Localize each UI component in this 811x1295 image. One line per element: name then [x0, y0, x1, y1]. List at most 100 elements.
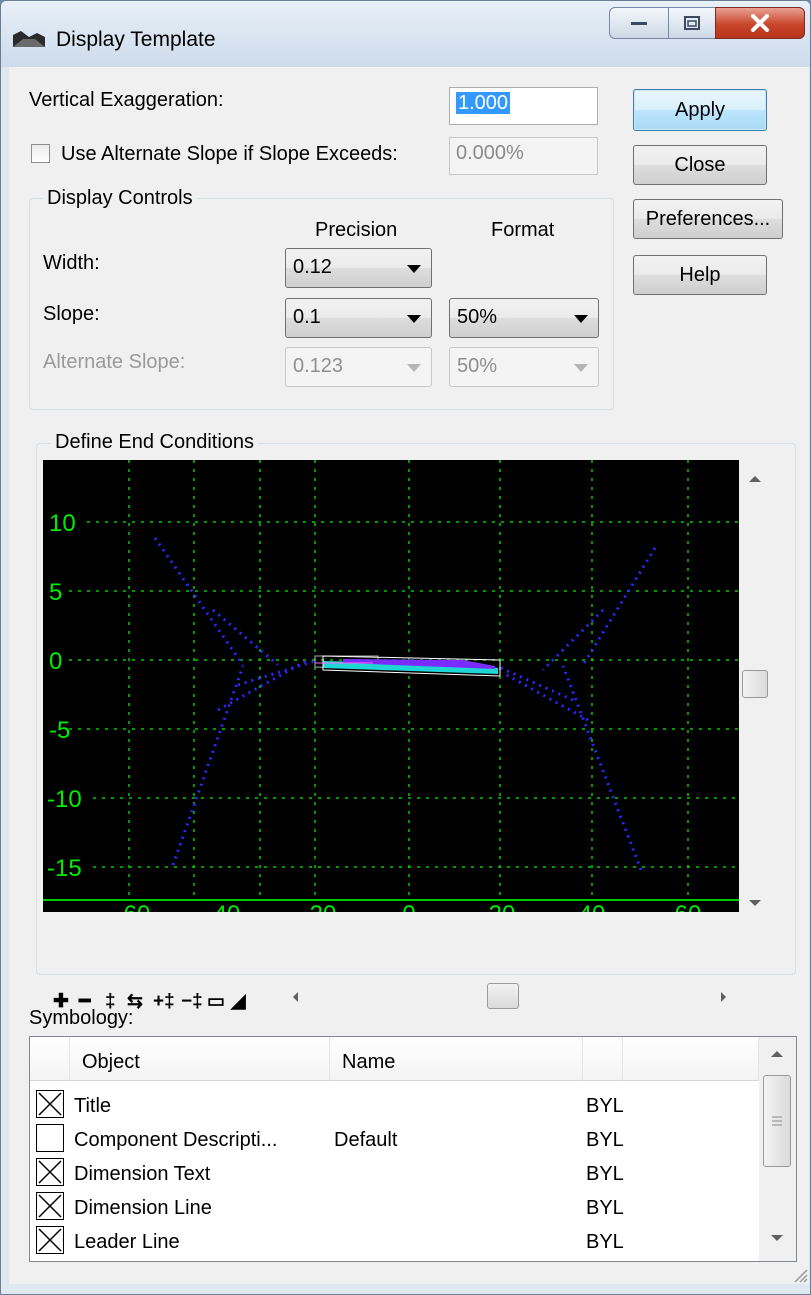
scroll-up-icon[interactable] — [771, 1051, 783, 1057]
minimize-button[interactable] — [609, 7, 669, 39]
header-level[interactable] — [583, 1037, 623, 1081]
vertical-exaggeration-value: 1.000 — [456, 92, 511, 114]
x-tick-label: -60 — [116, 901, 151, 912]
scroll-down-icon[interactable] — [749, 900, 761, 906]
symbology-vertical-scrollbar[interactable] — [759, 1037, 796, 1261]
horizontal-scroll-thumb[interactable] — [487, 983, 519, 1009]
header-name[interactable]: Name — [330, 1037, 583, 1081]
close-icon — [751, 14, 769, 32]
checked-x-icon — [38, 1194, 62, 1218]
end-conditions-vertical-scrollbar[interactable] — [739, 460, 771, 912]
y-tick-label: 10 — [49, 510, 76, 537]
row-object-title[interactable]: Title — [74, 1095, 112, 1117]
row-object-dimension-line[interactable]: Dimension Line — [74, 1197, 212, 1219]
y-tick-label: -15 — [47, 855, 82, 882]
vertical-scroll-thumb[interactable] — [742, 670, 768, 698]
row-level-dimension-line: BYL — [586, 1197, 624, 1219]
alternate-slope-controls-label: Alternate Slope: — [43, 351, 186, 373]
x-tick-label: -20 — [302, 901, 337, 912]
end-conditions-title: Define End Conditions — [51, 431, 259, 454]
terrain-view-icon[interactable]: ◢ — [231, 991, 246, 1012]
end-conditions-horizontal-scrollbar[interactable] — [281, 981, 741, 1011]
close-window-button[interactable] — [715, 7, 805, 39]
alternate-slope-format-dropdown[interactable]: 50% — [449, 347, 599, 387]
zoom-extents-horizontal-icon[interactable]: ⇆ — [127, 991, 143, 1012]
grip-lines-icon — [772, 1116, 782, 1126]
preferences-button[interactable]: Preferences... — [633, 199, 783, 239]
vertical-exaggeration-input[interactable]: 1.000 — [449, 87, 598, 125]
y-tick-label: -5 — [49, 717, 70, 744]
scroll-down-icon[interactable] — [771, 1235, 783, 1241]
row-level-title: BYL — [586, 1095, 624, 1117]
symbology-list[interactable]: Object Name Title BYL Component Descript… — [29, 1036, 797, 1262]
alternate-slope-checkbox[interactable] — [31, 144, 50, 163]
close-button[interactable]: Close — [633, 145, 767, 185]
maximize-button[interactable] — [668, 7, 716, 39]
row-level-component-description: BYL — [586, 1129, 624, 1151]
help-button[interactable]: Help — [633, 255, 767, 295]
row-object-dimension-text[interactable]: Dimension Text — [74, 1163, 211, 1185]
row-name-component-description: Default — [334, 1129, 398, 1151]
end-condition-lines — [153, 537, 657, 871]
slope-precision-value: 0.1 — [293, 306, 321, 328]
row-checkbox-dimension-line[interactable] — [36, 1192, 64, 1220]
restore-icon — [684, 16, 700, 30]
template-app-icon — [13, 27, 45, 47]
checked-x-icon — [38, 1228, 62, 1252]
zoom-out-icon[interactable]: ━ — [79, 991, 91, 1012]
template-components — [314, 655, 501, 677]
fit-horizontal-icon[interactable]: +‡ — [153, 991, 175, 1012]
x-tick-label: 0 — [402, 901, 415, 912]
slope-format-value: 50% — [457, 306, 498, 328]
row-level-leader-line: BYL — [586, 1231, 624, 1253]
minimize-icon — [631, 22, 647, 25]
scroll-up-icon[interactable] — [749, 476, 761, 482]
header-extra[interactable] — [623, 1037, 759, 1081]
scroll-right-icon[interactable] — [721, 992, 726, 1002]
row-checkbox-leader-line[interactable] — [36, 1226, 64, 1254]
slope-precision-dropdown[interactable]: 0.1 — [285, 298, 432, 338]
row-level-dimension-text: BYL — [586, 1163, 624, 1185]
alternate-slope-label: Use Alternate Slope if Slope Exceeds: — [61, 143, 398, 165]
alternate-slope-precision-dropdown[interactable]: 0.123 — [285, 347, 432, 387]
row-checkbox-dimension-text[interactable] — [36, 1158, 64, 1186]
width-precision-dropdown[interactable]: 0.12 — [285, 248, 432, 288]
y-tick-label: 0 — [49, 648, 62, 675]
symbology-scroll-thumb[interactable] — [763, 1075, 791, 1167]
end-conditions-view[interactable]: 10 5 0 -5 -10 -15 -60 -40 -20 0 20 40 60 — [43, 460, 739, 912]
checked-x-icon — [38, 1160, 62, 1184]
x-tick-label: -40 — [206, 901, 241, 912]
row-checkbox-component-description[interactable] — [36, 1124, 64, 1152]
y-tick-label: -10 — [47, 786, 82, 813]
zoom-extents-vertical-icon[interactable]: ‡ — [105, 991, 116, 1012]
precision-header: Precision — [315, 219, 398, 241]
chevron-down-icon — [407, 315, 421, 323]
width-precision-value: 0.12 — [293, 256, 332, 278]
alternate-slope-threshold-input[interactable]: 0.000% — [449, 137, 598, 175]
scroll-left-icon[interactable] — [293, 992, 298, 1002]
header-object[interactable]: Object — [70, 1037, 330, 1081]
resize-grip-icon[interactable] — [791, 1266, 809, 1284]
row-checkbox-title[interactable] — [36, 1090, 64, 1118]
window-title: Display Template — [56, 28, 216, 51]
width-label: Width: — [43, 252, 100, 274]
chevron-down-icon — [407, 364, 421, 372]
zoom-in-icon[interactable]: ✚ — [53, 991, 69, 1012]
row-object-leader-line[interactable]: Leader Line — [74, 1231, 180, 1253]
slope-format-dropdown[interactable]: 50% — [449, 298, 599, 338]
alternate-slope-format-value: 50% — [457, 355, 498, 377]
chevron-down-icon — [574, 364, 588, 372]
title-bar[interactable]: Display Template — [1, 1, 810, 67]
fit-vertical-icon[interactable]: −‡ — [181, 991, 203, 1012]
x-axis-ticks: -60 -40 -20 0 20 40 60 — [116, 901, 702, 912]
vertical-exaggeration-label: Vertical Exaggeration: — [29, 89, 224, 111]
window-view-icon[interactable]: ▭ — [207, 991, 225, 1012]
chevron-down-icon — [407, 265, 421, 273]
slope-label: Slope: — [43, 303, 100, 325]
row-object-component-description[interactable]: Component Descripti... — [74, 1129, 278, 1151]
alternate-slope-precision-value: 0.123 — [293, 355, 344, 377]
x-tick-label: 20 — [489, 901, 516, 912]
y-axis-ticks: 10 5 0 -5 -10 -15 — [47, 510, 82, 882]
apply-button[interactable]: Apply — [633, 89, 767, 131]
